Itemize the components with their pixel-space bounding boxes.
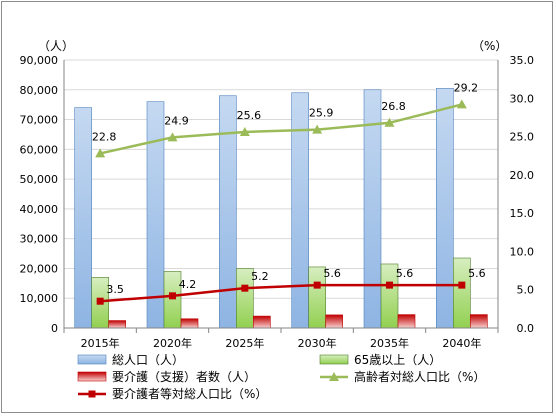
right-tick-label: 35.0 <box>510 54 535 67</box>
data-point <box>241 284 249 292</box>
data-label: 26.8 <box>381 100 406 113</box>
left-tick-label: 50,000 <box>20 173 59 186</box>
data-point <box>313 281 321 289</box>
x-tick-label: 2015年 <box>81 336 120 350</box>
bar <box>74 107 92 329</box>
data-label: 29.2 <box>454 81 479 94</box>
series-lines <box>95 99 467 305</box>
left-tick-label: 30,000 <box>20 233 59 246</box>
data-point <box>386 281 393 289</box>
legend-label: 高齢者対総人口比（%） <box>354 369 485 384</box>
legend-label: 総人口（人） <box>112 353 184 367</box>
data-point <box>239 126 250 136</box>
right-tick-label: 5.0 <box>517 284 535 297</box>
data-label: 22.8 <box>92 130 117 143</box>
legend-label: 要介護（支援）者数（人） <box>112 369 256 384</box>
x-tick-label: 2040年 <box>442 336 481 350</box>
data-point <box>95 148 106 158</box>
data-label: 4.2 <box>179 278 197 291</box>
x-tick-label: 2030年 <box>298 336 337 350</box>
legend: 総人口（人） 65歳以上（人） 要介護（支援）者数（人） 高齢者対総人口比（%） 要介護… <box>77 353 485 401</box>
data-point <box>312 124 323 134</box>
chart-frame: 22.8 24.9 25.6 25.9 26.8 29.2 3.5 4.2 5.2 5.6 5.6 5… <box>1 1 553 413</box>
bar <box>108 320 126 329</box>
data-label: 25.6 <box>237 109 262 122</box>
data-label: 3.5 <box>106 283 124 296</box>
x-tick-label: 2020年 <box>153 336 192 350</box>
series-line <box>99 103 463 155</box>
bar <box>291 92 309 329</box>
bar <box>146 101 165 329</box>
bar <box>180 318 199 329</box>
bar <box>397 314 416 329</box>
right-tick-label: 10.0 <box>510 245 535 258</box>
series-line <box>100 283 462 303</box>
left-tick-label: 80,000 <box>20 84 59 97</box>
left-tick-label: 60,000 <box>20 143 59 156</box>
legend-label: 65歳以上（人） <box>354 353 441 367</box>
legend-label: 要介護者等対総人口比（%） <box>112 386 267 401</box>
legend-marker <box>329 372 339 381</box>
data-point <box>96 297 104 305</box>
right-tick-label: 30.0 <box>510 92 535 105</box>
left-axis-unit: （人） <box>38 39 74 53</box>
data-point <box>167 132 178 142</box>
data-labels: 22.8 24.9 25.6 25.9 26.8 29.2 3.5 4.2 5.2 5.6 5.6 5… <box>92 81 486 296</box>
left-tick-label: 20,000 <box>20 262 59 275</box>
x-tick-label: 2035年 <box>370 336 409 350</box>
data-label: 5.6 <box>396 267 414 280</box>
bars <box>74 87 488 329</box>
legend-swatch <box>77 354 107 365</box>
left-tick-label: 40,000 <box>20 203 59 216</box>
data-point <box>384 117 395 127</box>
gridlines <box>64 59 498 299</box>
chart: 22.8 24.9 25.6 25.9 26.8 29.2 3.5 4.2 5.2 5.6 5.6 5… <box>20 39 535 401</box>
bar <box>253 315 271 329</box>
data-point <box>456 99 467 109</box>
bar <box>470 314 488 329</box>
left-tick-label: 90,000 <box>20 54 59 67</box>
left-tick-label: 0 <box>51 322 58 335</box>
data-label: 24.9 <box>164 114 189 127</box>
data-point <box>458 281 466 289</box>
data-label: 25.9 <box>309 107 334 120</box>
right-tick-label: 15.0 <box>510 207 535 220</box>
legend-marker <box>88 390 96 398</box>
right-tick-label: 0.0 <box>517 322 535 335</box>
bar <box>219 95 237 329</box>
right-axis-unit: （%） <box>472 39 507 53</box>
data-label: 5.2 <box>251 270 269 283</box>
data-label: 5.6 <box>323 267 341 280</box>
right-tick-label: 25.0 <box>510 131 535 144</box>
left-tick-label: 70,000 <box>20 114 59 127</box>
data-label: 5.6 <box>468 267 486 280</box>
legend-swatch <box>319 354 349 365</box>
bar <box>436 87 454 329</box>
axes: 0 10,000 20,000 30,000 40,000 50,000 60,000 70,… <box>20 54 535 350</box>
legend-swatch <box>77 371 107 382</box>
x-tick-label: 2025年 <box>225 336 264 350</box>
left-tick-label: 10,000 <box>20 292 59 305</box>
bar <box>325 314 343 329</box>
right-tick-label: 20.0 <box>510 169 535 182</box>
data-point <box>169 292 176 300</box>
